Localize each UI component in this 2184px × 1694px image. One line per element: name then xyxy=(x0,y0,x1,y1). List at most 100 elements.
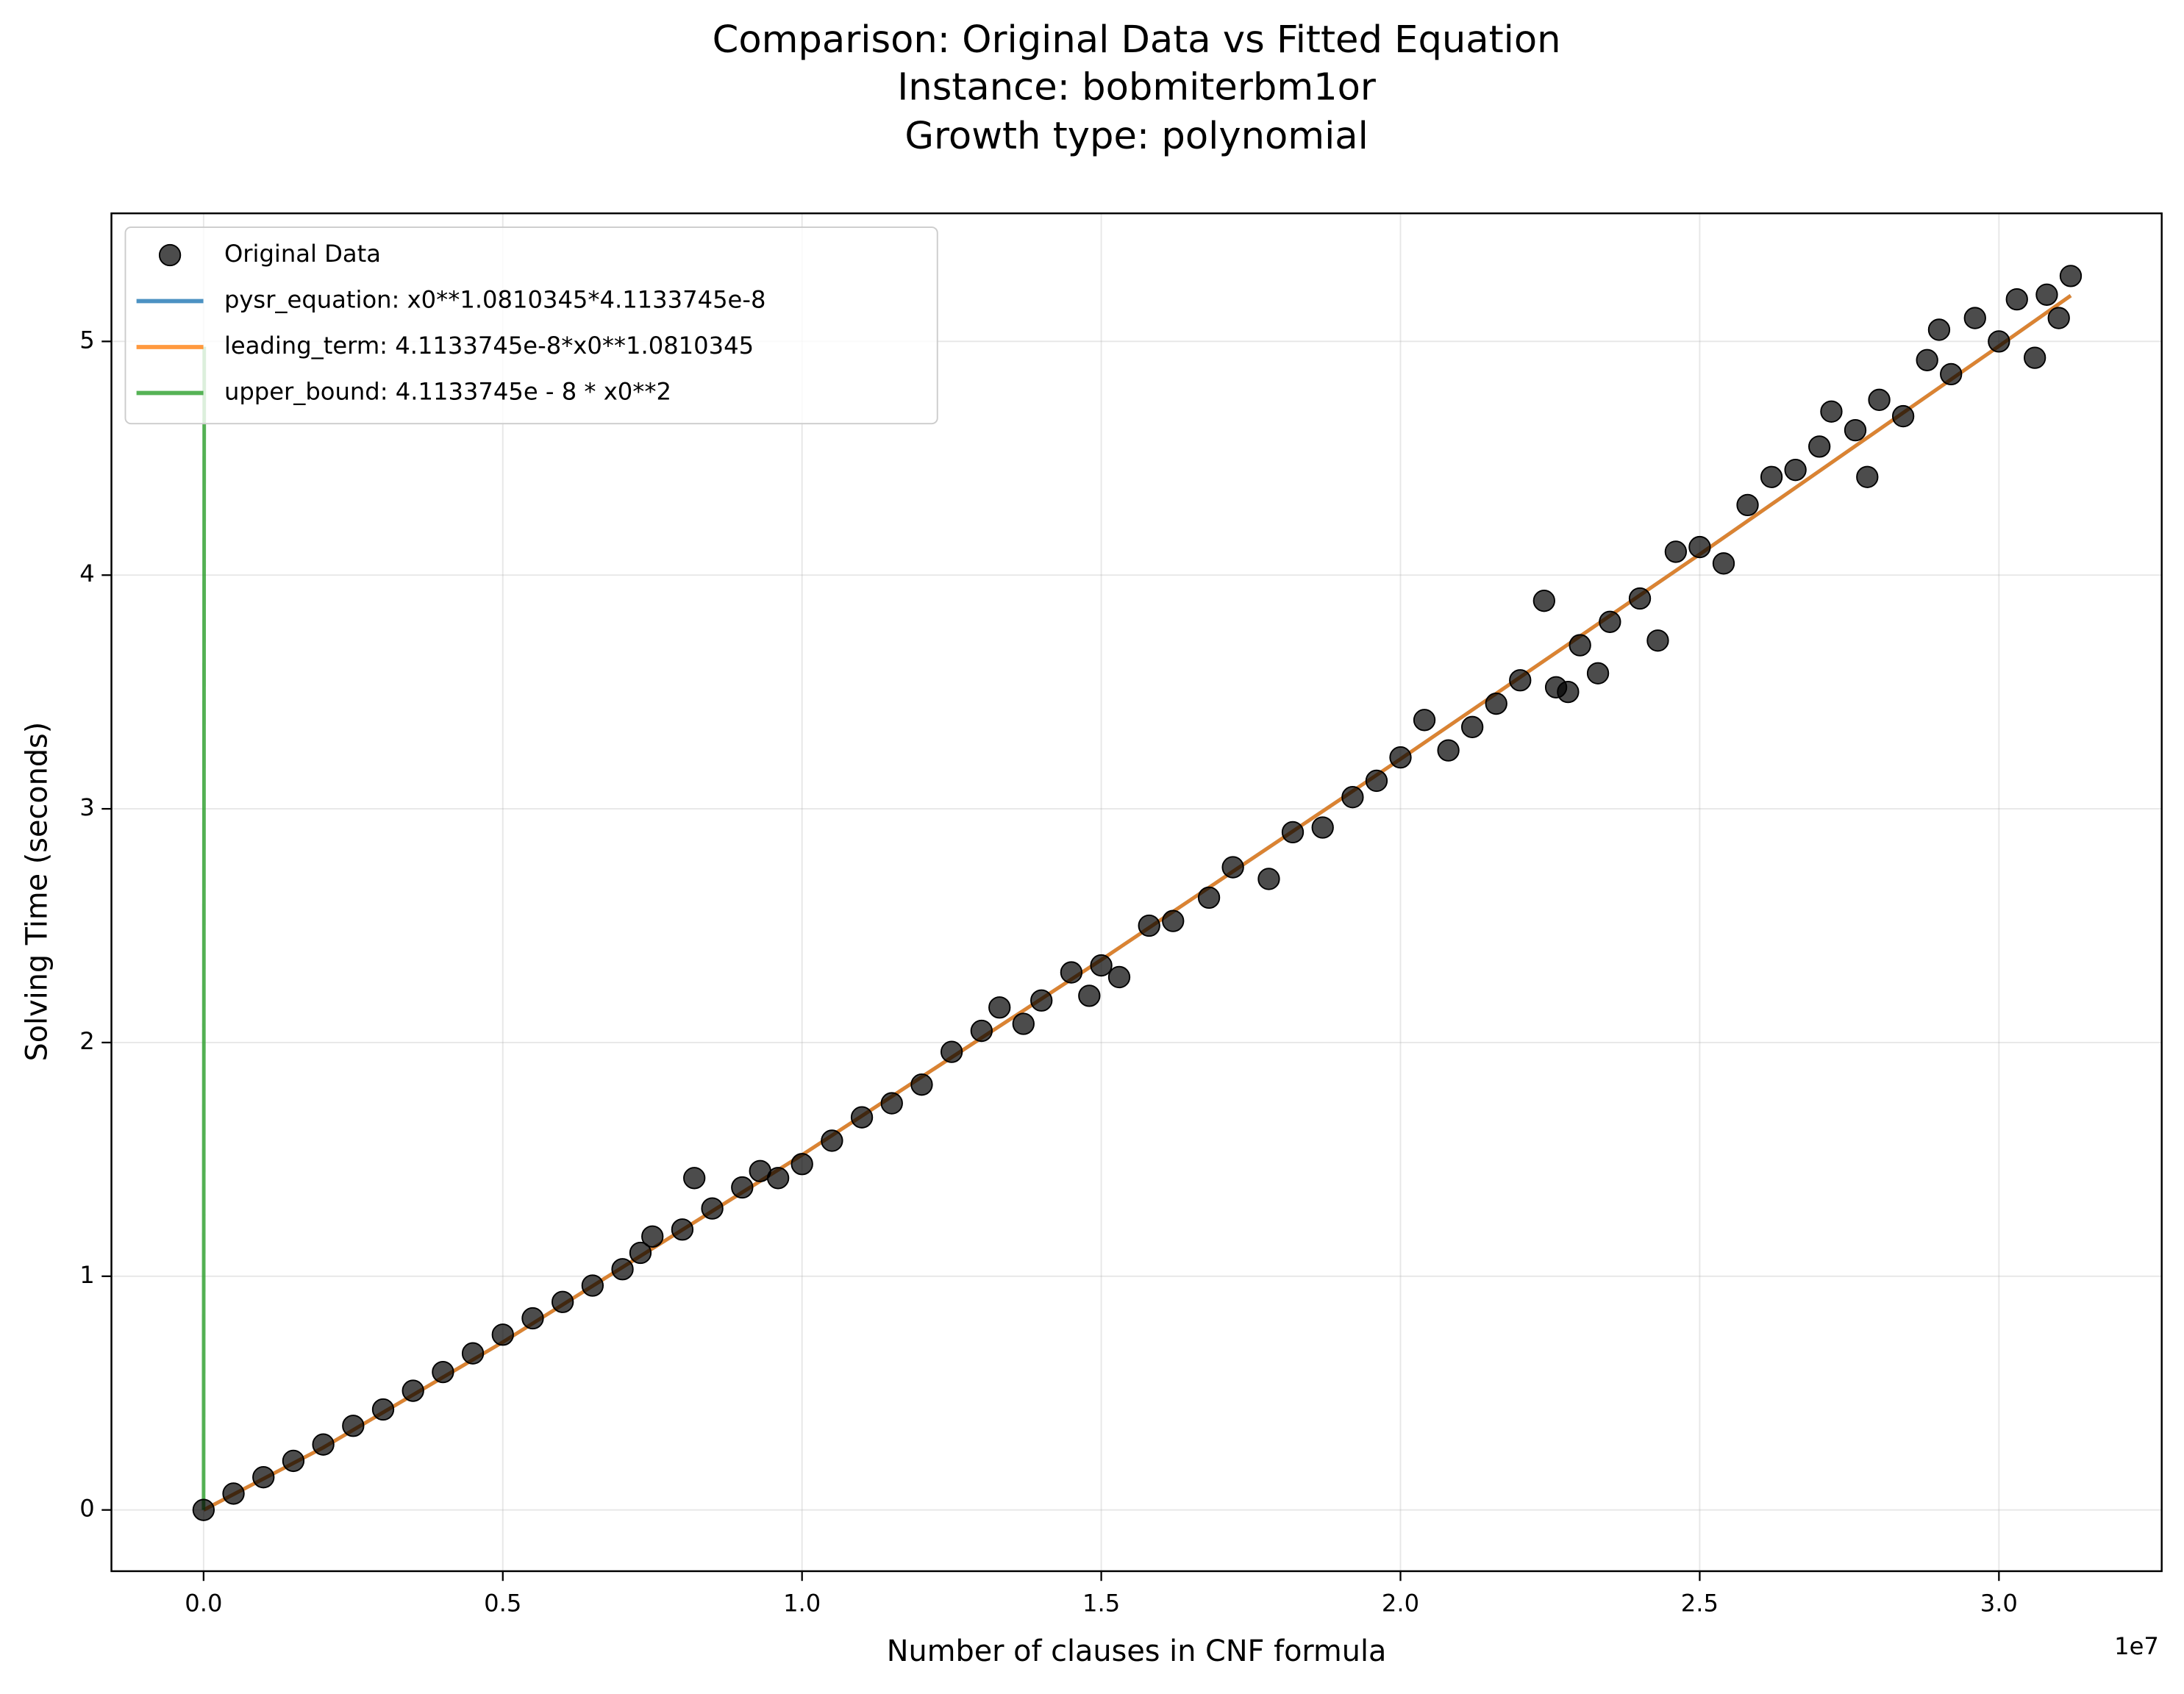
x-tick-label: 2.0 xyxy=(1382,1589,1419,1617)
legend-label: leading_term: 4.1133745e-8*x0**1.0810345 xyxy=(224,332,754,360)
y-tick-label: 2 xyxy=(79,1027,94,1055)
data-point xyxy=(629,1241,652,1265)
data-point xyxy=(1927,318,1951,341)
data-point xyxy=(1688,535,1711,559)
data-point xyxy=(1988,330,2010,353)
x-tick-label: 1.5 xyxy=(1082,1589,1120,1617)
data-point xyxy=(1030,989,1053,1012)
data-point xyxy=(521,1307,544,1330)
data-point xyxy=(461,1342,485,1365)
chart-title: Comparison: Original Data vs Fitted Equa… xyxy=(713,18,1561,62)
legend-label: upper_bound: 4.1133745e - 8 * x0**2 xyxy=(224,378,671,406)
data-point xyxy=(432,1360,454,1384)
data-point xyxy=(701,1197,724,1220)
data-point xyxy=(1891,404,1915,428)
data-point xyxy=(1760,465,1783,488)
data-point xyxy=(1078,984,1101,1007)
data-point xyxy=(1628,587,1652,610)
data-point xyxy=(1916,349,1938,371)
data-point xyxy=(1437,739,1460,762)
x-offset-label: 1e7 xyxy=(2114,1632,2159,1660)
data-point xyxy=(880,1092,903,1115)
data-point xyxy=(731,1176,754,1199)
legend-label: pysr_equation: x0**1.0810345*4.1133745e-… xyxy=(224,285,766,313)
plot-frame xyxy=(110,212,2163,1573)
data-point xyxy=(791,1153,813,1176)
data-point xyxy=(1138,914,1160,937)
data-point xyxy=(1509,669,1532,692)
data-point xyxy=(1844,418,1867,442)
chart-subtitle: Growth type: polynomial xyxy=(904,115,1368,158)
data-point xyxy=(1060,961,1083,984)
data-point xyxy=(1257,868,1280,890)
data-point xyxy=(1599,610,1621,633)
data-point xyxy=(1107,965,1131,989)
data-point xyxy=(1940,362,1963,386)
data-point xyxy=(1820,400,1843,423)
data-point xyxy=(581,1274,604,1297)
x-axis-label: Number of clauses in CNF formula xyxy=(887,1634,1387,1668)
data-point xyxy=(1586,662,1610,685)
y-tick-label: 3 xyxy=(79,793,94,821)
data-point xyxy=(1646,629,1669,652)
data-point xyxy=(671,1218,694,1241)
plot-area xyxy=(192,265,2083,1521)
data-point xyxy=(252,1466,275,1489)
data-point xyxy=(1868,388,1891,411)
x-tick-label: 0.5 xyxy=(484,1589,521,1617)
x-tick-label: 2.5 xyxy=(1681,1589,1719,1617)
data-point xyxy=(940,1040,963,1063)
data-point xyxy=(970,1019,993,1043)
data-point xyxy=(2024,346,2046,369)
data-point xyxy=(192,1498,215,1521)
data-point xyxy=(2005,287,2028,311)
data-point xyxy=(1736,493,1759,517)
y-tick-label: 4 xyxy=(79,560,94,587)
legend-box xyxy=(124,226,938,425)
y-tick-label: 1 xyxy=(79,1261,94,1289)
data-point xyxy=(850,1106,874,1129)
data-point xyxy=(766,1167,790,1190)
data-point xyxy=(2035,283,2058,306)
data-point xyxy=(1569,634,1591,657)
y-tick-label: 0 xyxy=(79,1495,94,1523)
data-point xyxy=(1389,746,1412,769)
x-tick-label: 0.0 xyxy=(185,1589,222,1617)
data-point xyxy=(611,1258,634,1281)
x-tick-label: 3.0 xyxy=(1980,1589,2018,1617)
data-point xyxy=(312,1433,335,1456)
data-point xyxy=(1808,435,1831,458)
x-tick-label: 1.0 xyxy=(783,1589,821,1617)
y-axis-label: Solving Time (seconds) xyxy=(21,722,54,1062)
data-point xyxy=(2047,307,2070,329)
data-point xyxy=(1664,540,1688,563)
data-point xyxy=(683,1167,706,1190)
y-tick-label: 5 xyxy=(79,326,94,354)
data-point xyxy=(1012,1012,1035,1035)
chart-subtitle: Instance: bobmiterbm1or xyxy=(897,66,1377,110)
data-point xyxy=(1162,909,1185,932)
data-point xyxy=(641,1225,664,1248)
data-point xyxy=(491,1323,514,1346)
data-point xyxy=(1856,465,1879,488)
legend-label: Original Data xyxy=(224,240,381,268)
data-point xyxy=(282,1449,305,1473)
data-point xyxy=(1712,552,1735,575)
data-point xyxy=(1197,886,1221,909)
data-point xyxy=(988,996,1011,1019)
data-point xyxy=(910,1073,933,1096)
data-point xyxy=(222,1482,245,1505)
data-point xyxy=(1557,680,1580,704)
legend-marker xyxy=(158,243,182,267)
data-point xyxy=(1341,786,1364,809)
data-point xyxy=(1784,459,1807,482)
data-point xyxy=(1221,856,1244,879)
data-point xyxy=(1532,590,1555,612)
data-point xyxy=(371,1398,395,1421)
data-point xyxy=(2059,265,2083,287)
data-point xyxy=(821,1129,843,1152)
data-point xyxy=(1461,715,1484,738)
data-point xyxy=(552,1290,574,1313)
